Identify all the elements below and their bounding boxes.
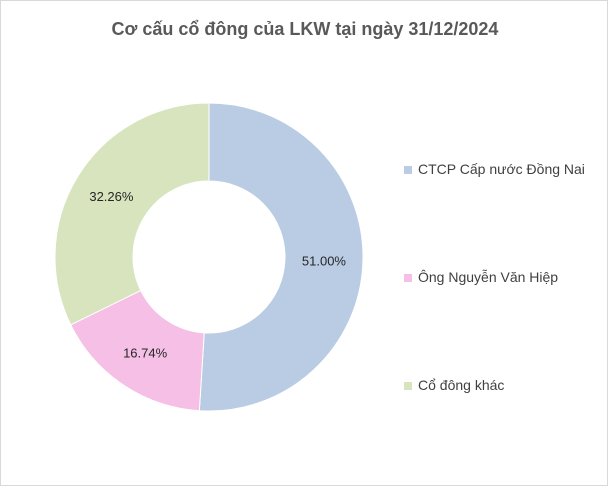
legend-swatch-ctcp-cap-nuoc-dong-nai: [404, 166, 412, 174]
data-label-0: 51.00%: [302, 254, 347, 269]
legend-item-ong-nguyen-van-hiep: Ông Nguyễn Văn Hiệp: [404, 269, 594, 286]
donut-slice-2: [54, 102, 210, 326]
legend-swatch-co-dong-khac: [404, 382, 412, 390]
legend-swatch-ong-nguyen-van-hiep: [404, 274, 412, 282]
chart-title: Cơ cấu cổ đông của LKW tại ngày 31/12/20…: [111, 19, 499, 39]
legend-label: Cổ đông khác: [418, 377, 505, 393]
legend-item-co-dong-khac: Cổ đông khác: [404, 377, 594, 394]
data-label-2: 32.26%: [89, 189, 134, 204]
donut-slice-0: [198, 102, 364, 412]
legend-item-ctcp-cap-nuoc-dong-nai: CTCP Cấp nước Đồng Nai: [404, 161, 594, 178]
data-label-1: 16.74%: [123, 346, 168, 361]
legend-label: CTCP Cấp nước Đồng Nai: [418, 161, 585, 177]
legend-label: Ông Nguyễn Văn Hiệp: [418, 269, 559, 285]
